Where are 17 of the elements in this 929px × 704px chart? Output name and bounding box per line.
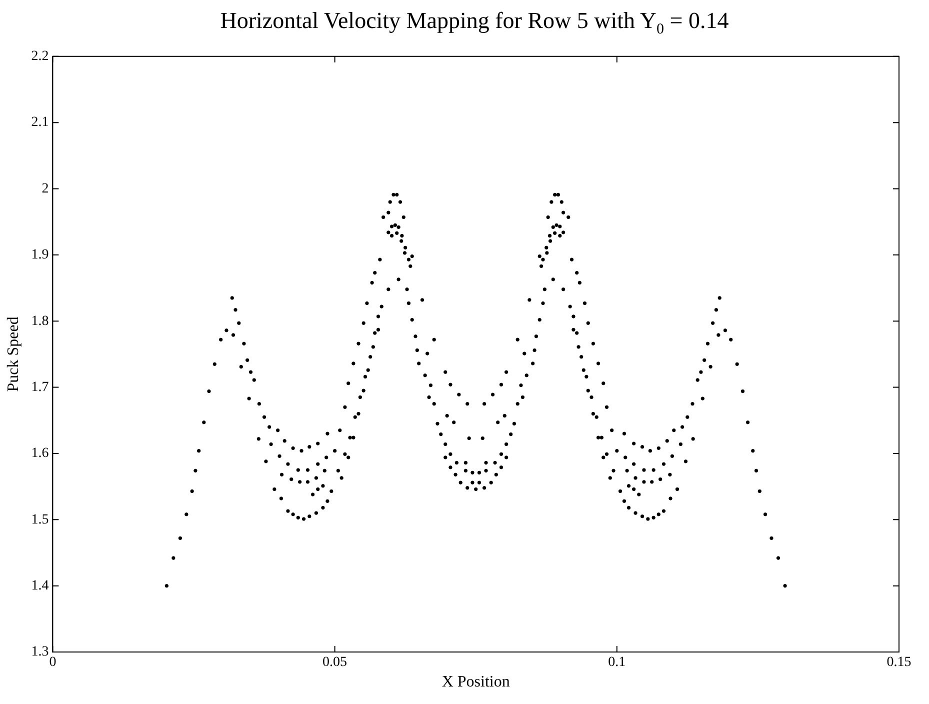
chart-title: Horizontal Velocity Mapping for Row 5 with Y$_{0}$ = 0.14 xyxy=(219,8,730,39)
x-tick-label: 0 xyxy=(49,655,56,670)
y-tick-label: 1.9 xyxy=(31,248,49,263)
y-tick-label: 2.2 xyxy=(31,49,49,64)
x-axis-title: X Position xyxy=(442,674,510,691)
y-tick-label: 1.5 xyxy=(31,512,49,528)
x-tick-label: 0.05 xyxy=(322,655,348,670)
y-tick-label: 2.1 xyxy=(31,115,49,130)
y-tick-label: 1.6 xyxy=(31,446,49,462)
x-tick-label: 0.1 xyxy=(608,655,626,670)
y-tick-label: 1.4 xyxy=(31,578,49,594)
y-tick-label: 2 xyxy=(42,181,49,196)
y-tick-label: 1.7 xyxy=(31,380,49,395)
y-tick-label: 1.8 xyxy=(31,314,49,329)
x-tick-label: 0.15 xyxy=(886,655,912,670)
y-axis-title: Puck Speed xyxy=(4,316,22,392)
y-tick-label: 1.3 xyxy=(31,644,49,660)
